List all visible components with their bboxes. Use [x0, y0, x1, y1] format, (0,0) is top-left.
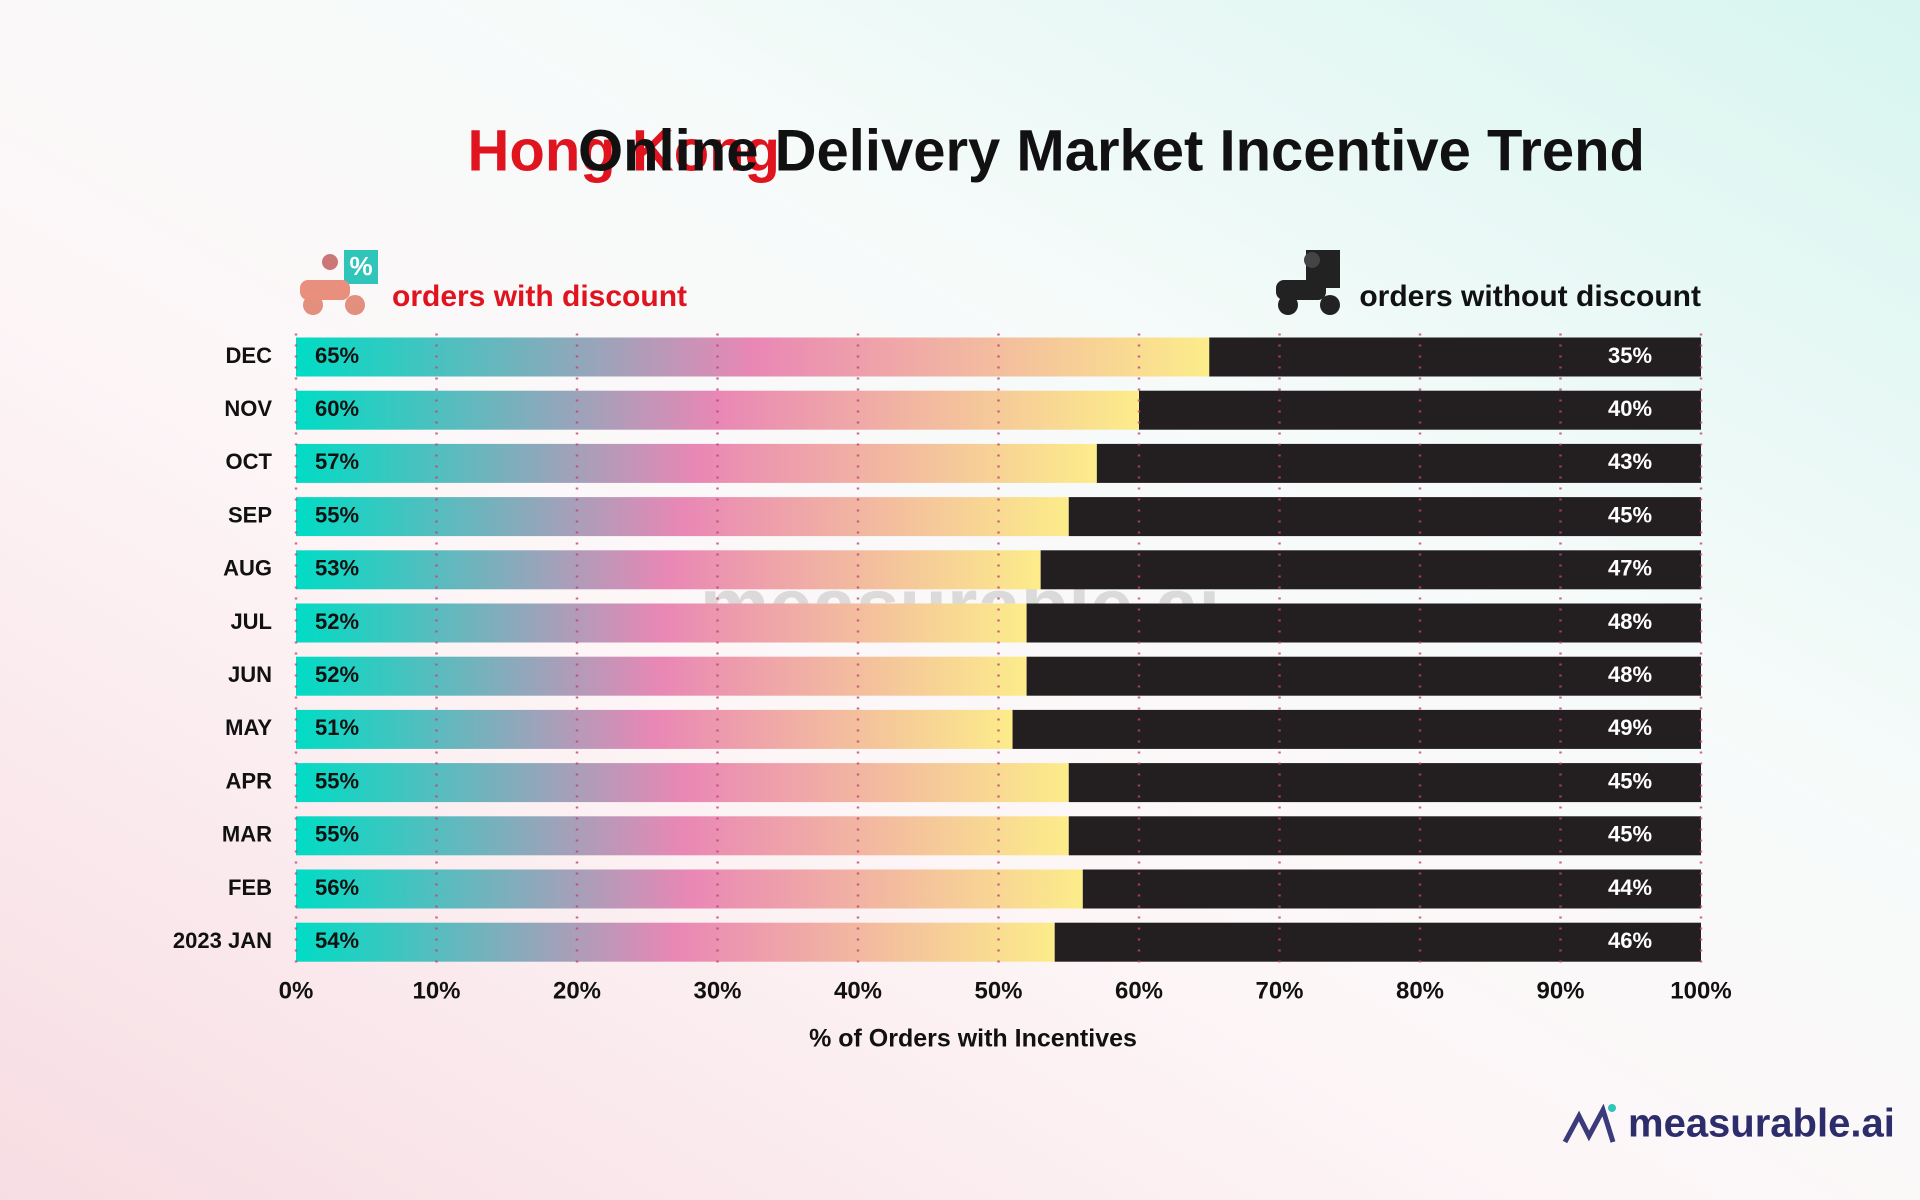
bar-segment [296, 763, 1069, 803]
value-label: 54% [315, 928, 359, 953]
bar-segment [296, 443, 1097, 483]
value-label: 45% [1608, 822, 1652, 847]
value-label: 57% [315, 449, 359, 474]
y-tick-label: MAR [222, 822, 272, 847]
chart-title-highlight: Hong Kong [468, 118, 780, 183]
value-label: 40% [1608, 396, 1652, 421]
y-tick-label: JUN [228, 662, 272, 687]
bar-segment [1026, 656, 1701, 696]
value-label: 43% [1608, 449, 1652, 474]
y-tick-label: MAY [225, 715, 272, 740]
y-tick-label: AUG [223, 556, 272, 581]
value-label: 65% [315, 343, 359, 368]
y-tick-label: DEC [226, 343, 273, 368]
bar-segment [296, 869, 1083, 909]
bar-segment [296, 816, 1069, 856]
value-label: 35% [1608, 343, 1652, 368]
y-tick-label: JUL [230, 609, 272, 634]
x-tick-label: 50% [974, 977, 1022, 1004]
value-label: 52% [315, 662, 359, 687]
x-tick-label: 80% [1396, 977, 1444, 1004]
bar-segment [296, 550, 1041, 590]
bar-segment [1082, 869, 1701, 909]
value-label: 45% [1608, 768, 1652, 793]
value-label: 53% [315, 556, 359, 581]
y-tick-label: 2023 JAN [173, 928, 272, 953]
value-label: 55% [315, 822, 359, 847]
x-tick-label: 60% [1115, 977, 1163, 1004]
value-label: 45% [1608, 502, 1652, 527]
bar-segment [1068, 497, 1701, 537]
x-tick-label: 20% [553, 977, 601, 1004]
brand-logo [1562, 1103, 1616, 1144]
bar-segment [296, 922, 1055, 962]
value-label: 55% [315, 502, 359, 527]
value-label: 55% [315, 768, 359, 793]
bar-segment [1012, 709, 1701, 749]
no-discount-icon [1276, 250, 1340, 315]
y-tick-label: NOV [224, 396, 272, 421]
value-label: 52% [315, 609, 359, 634]
y-tick-label: OCT [226, 449, 273, 474]
bar-segment [1054, 922, 1701, 962]
legend-label: orders without discount [1359, 280, 1701, 313]
bar-segment [1068, 763, 1701, 803]
x-tick-label: 30% [693, 977, 741, 1004]
value-label: 51% [315, 715, 359, 740]
x-tick-label: 0% [279, 977, 314, 1004]
discount-icon: % [300, 250, 378, 315]
x-tick-label: 100% [1670, 977, 1731, 1004]
bar-segment [296, 390, 1139, 430]
value-label: 46% [1608, 928, 1652, 953]
brand: measurable.ai [1628, 1102, 1895, 1146]
bar-segment [296, 337, 1210, 377]
bar-segment [1068, 816, 1701, 856]
value-label: 47% [1608, 556, 1652, 581]
x-tick-label: 40% [834, 977, 882, 1004]
bar-segment [1209, 337, 1701, 377]
value-label: 49% [1608, 715, 1652, 740]
chart-title: Online Delivery Market Incentive Trend [578, 118, 1645, 183]
bar-segment [1040, 550, 1701, 590]
legend-label: orders with discount [392, 280, 687, 313]
bar-segment [296, 709, 1013, 749]
y-tick-label: APR [226, 768, 273, 793]
value-label: 48% [1608, 609, 1652, 634]
bar-segment [296, 656, 1027, 696]
value-label: 60% [315, 396, 359, 421]
x-tick-label: 90% [1536, 977, 1584, 1004]
x-tick-label: 70% [1255, 977, 1303, 1004]
value-label: 44% [1608, 875, 1652, 900]
value-label: 48% [1608, 662, 1652, 687]
x-tick-label: 10% [412, 977, 460, 1004]
y-tick-label: SEP [228, 502, 272, 527]
value-label: 56% [315, 875, 359, 900]
bar-segment [296, 603, 1027, 643]
x-axis-label: % of Orders with Incentives [809, 1025, 1137, 1053]
svg-text:%: % [349, 251, 372, 281]
bar-segment [296, 497, 1069, 537]
bar-segment [1026, 603, 1701, 643]
bar-segment [1096, 443, 1701, 483]
y-tick-label: FEB [228, 875, 272, 900]
